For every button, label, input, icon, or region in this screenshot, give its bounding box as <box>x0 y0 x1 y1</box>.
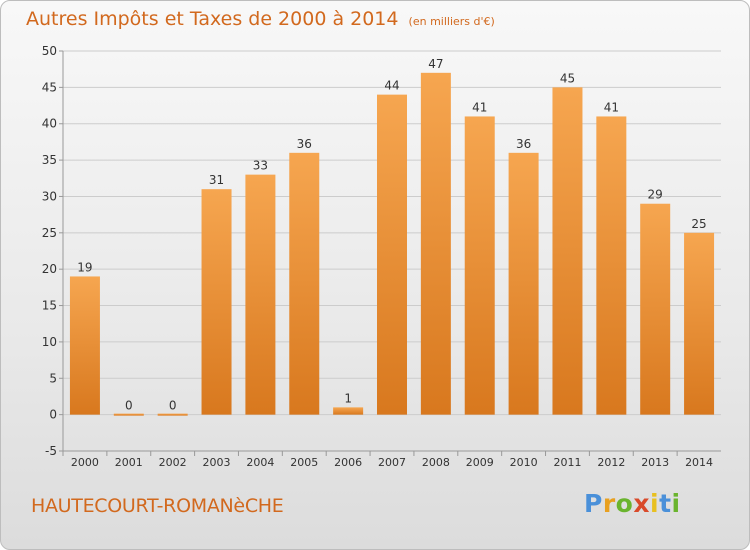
y-tick-label: 35 <box>42 153 57 167</box>
y-tick-label: 20 <box>42 262 57 276</box>
y-tick-label: 25 <box>42 226 57 240</box>
bar <box>377 94 407 415</box>
logo-letter: x <box>633 489 650 518</box>
chart-unit: (en milliers d'€) <box>408 15 495 28</box>
x-tick-label: 2005 <box>290 456 318 469</box>
y-tick-label: 40 <box>42 117 57 131</box>
y-tick-label: 50 <box>42 44 57 58</box>
data-label: 31 <box>209 173 224 187</box>
x-tick-label: 2013 <box>641 456 669 469</box>
x-tick-label: 2001 <box>115 456 143 469</box>
bar <box>640 203 671 415</box>
bar <box>596 116 627 415</box>
location-name: HAUTECOURT-ROMANèCHE <box>31 495 284 517</box>
data-label: 36 <box>516 137 531 151</box>
x-tick-label: 2003 <box>203 456 231 469</box>
data-label: 19 <box>77 260 92 274</box>
bars-layer <box>69 72 715 416</box>
y-tick-label: 5 <box>49 371 57 385</box>
data-label: 44 <box>384 79 399 93</box>
logo-letter: t <box>659 489 672 518</box>
x-tick-label: 2007 <box>378 456 406 469</box>
bar <box>69 276 100 415</box>
data-label: 0 <box>169 399 177 413</box>
bar <box>508 152 539 415</box>
y-tick-label: 30 <box>42 189 57 203</box>
bar <box>113 413 144 416</box>
x-tick-label: 2002 <box>159 456 187 469</box>
bar <box>464 116 495 415</box>
x-tick-label: 2006 <box>334 456 362 469</box>
data-label: 45 <box>560 71 575 85</box>
data-label: 1 <box>344 391 352 405</box>
y-tick-label: 15 <box>42 299 57 313</box>
bar <box>420 72 451 415</box>
x-tick-label: 2009 <box>466 456 494 469</box>
bar <box>552 87 583 415</box>
y-tick-label: 45 <box>42 80 57 94</box>
bar <box>157 413 188 416</box>
y-tick-label: -5 <box>45 444 57 458</box>
data-label: 47 <box>428 57 443 71</box>
proxiti-logo: Proxiti <box>584 489 681 518</box>
axis-layer: -5 0 5 10 15 20 25 30 35 40 45 50 19 2000 0 2001 0 2002 31… <box>42 44 721 469</box>
data-label: 33 <box>253 159 268 173</box>
logo-letter: P <box>584 489 603 518</box>
bar <box>289 152 320 415</box>
data-label: 41 <box>472 100 487 114</box>
y-tick-label: 0 <box>49 408 57 422</box>
x-tick-label: 2012 <box>597 456 625 469</box>
chart-title: Autres Impôts et Taxes de 2000 à 2014 (e… <box>26 8 495 30</box>
bar <box>333 407 364 415</box>
bar <box>684 232 715 415</box>
data-label: 0 <box>125 399 133 413</box>
x-tick-label: 2004 <box>246 456 274 469</box>
logo-letter: r <box>602 489 616 518</box>
x-tick-label: 2008 <box>422 456 450 469</box>
data-label: 29 <box>648 188 663 202</box>
x-tick-label: 2000 <box>71 456 99 469</box>
bar <box>245 174 276 415</box>
logo-letter: i <box>671 489 681 518</box>
logo-letter: o <box>615 489 634 518</box>
x-tick-label: 2010 <box>510 456 538 469</box>
data-label: 36 <box>297 137 312 151</box>
x-tick-label: 2011 <box>553 456 581 469</box>
x-tick-label: 2014 <box>685 456 713 469</box>
logo-letter: i <box>650 489 660 518</box>
y-tick-label: 10 <box>42 335 57 349</box>
bar <box>201 189 232 415</box>
data-label: 25 <box>691 217 706 231</box>
chart-title-text: Autres Impôts et Taxes de 2000 à 2014 <box>26 8 399 30</box>
data-label: 41 <box>604 100 619 114</box>
